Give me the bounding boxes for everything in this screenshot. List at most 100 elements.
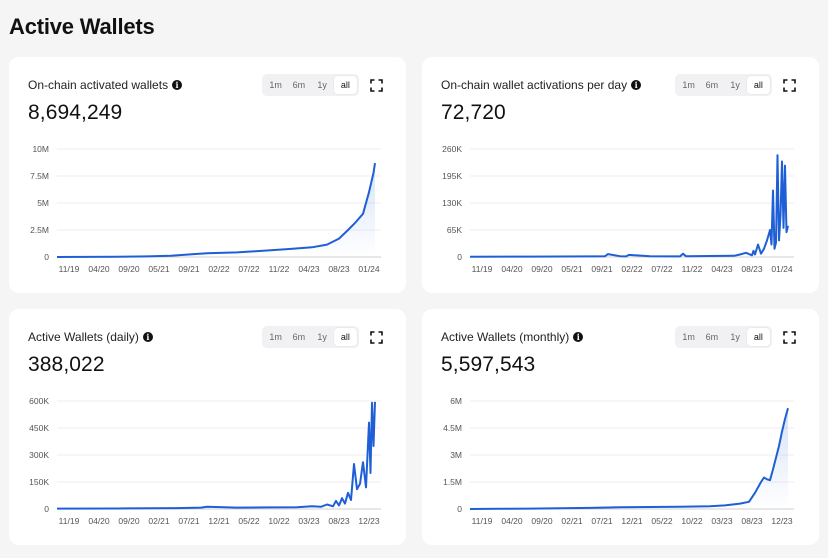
y-tick-label: 4.5M [443, 423, 462, 433]
x-tick-label: 08/23 [328, 516, 350, 526]
x-tick-label: 02/21 [561, 516, 583, 526]
x-tick-label: 04/20 [501, 516, 523, 526]
info-icon[interactable]: i [172, 80, 183, 90]
info-icon[interactable]: i [573, 332, 584, 342]
range-button-1m[interactable]: 1m [682, 332, 695, 342]
range-button-1y[interactable]: 1y [317, 80, 327, 90]
y-tick-label: 195K [442, 171, 462, 181]
x-tick-label: 09/21 [178, 264, 200, 274]
x-tick-label: 11/19 [59, 264, 80, 274]
range-button-all[interactable]: all [746, 328, 770, 346]
range-button-all[interactable]: all [746, 76, 770, 94]
metric-value: 72,720 [441, 101, 506, 124]
x-tick-label: 11/19 [472, 516, 493, 526]
series-line [56, 162, 376, 258]
x-tick-label: 11/22 [682, 264, 703, 274]
card-title-text: Active Wallets (monthly) [441, 330, 570, 344]
x-tick-label: 11/19 [59, 516, 80, 526]
y-tick-label: 5M [37, 198, 49, 208]
y-tick-label: 6M [450, 396, 462, 406]
y-tick-label: 0 [457, 252, 462, 262]
metric-value: 5,597,543 [441, 353, 536, 376]
range-button-all[interactable]: all [333, 76, 357, 94]
time-range-selector: 1m 6m 1y all [262, 74, 359, 96]
range-button-6m[interactable]: 6m [705, 80, 719, 90]
x-tick-label: 04/20 [88, 264, 110, 274]
x-tick-label: 08/23 [328, 264, 350, 274]
range-button-6m[interactable]: 6m [292, 80, 306, 90]
range-button-1m[interactable]: 1m [682, 80, 695, 90]
x-tick-label: 12/23 [771, 516, 793, 526]
x-tick-label: 11/22 [269, 264, 290, 274]
card-title: Active Wallets (monthly) i [441, 330, 584, 344]
y-tick-label: 65K [447, 225, 462, 235]
y-tick-label: 450K [29, 423, 49, 433]
x-tick-label: 02/21 [148, 516, 170, 526]
metric-value: 8,694,249 [28, 101, 123, 124]
x-tick-label: 04/20 [501, 264, 523, 274]
expand-icon[interactable] [779, 327, 799, 347]
range-button-all[interactable]: all [333, 328, 357, 346]
time-range-selector: 1m 6m 1y all [262, 326, 359, 348]
y-tick-label: 260K [442, 144, 462, 154]
card-title: Active Wallets (daily) i [28, 330, 153, 344]
range-button-1y[interactable]: 1y [730, 80, 740, 90]
x-tick-label: 05/21 [561, 264, 583, 274]
y-tick-label: 0 [44, 252, 49, 262]
info-icon[interactable]: i [142, 332, 153, 342]
card-title: On-chain activated wallets i [28, 78, 183, 92]
x-tick-label: 03/23 [298, 516, 320, 526]
series-line [469, 154, 789, 258]
range-button-1y[interactable]: 1y [730, 332, 740, 342]
x-tick-label: 01/24 [771, 264, 793, 274]
y-tick-label: 130K [442, 198, 462, 208]
x-tick-label: 12/23 [358, 516, 380, 526]
x-tick-label: 09/21 [591, 264, 613, 274]
chart-card: Active Wallets (monthly) i 1m 6m 1y all 5,597,… [422, 309, 819, 545]
x-tick-label: 04/23 [711, 264, 733, 274]
x-tick-label: 10/22 [268, 516, 290, 526]
series-line [469, 407, 789, 510]
expand-icon[interactable] [366, 327, 386, 347]
info-icon[interactable]: i [631, 80, 642, 90]
series-line [56, 401, 376, 510]
page-title: Active Wallets [9, 14, 155, 39]
time-range-selector: 1m 6m 1y all [675, 74, 772, 96]
x-tick-label: 07/22 [238, 264, 260, 274]
card-title-text: Active Wallets (daily) [28, 330, 139, 344]
range-button-6m[interactable]: 6m [292, 332, 306, 342]
y-tick-label: 600K [29, 396, 49, 406]
range-button-1m[interactable]: 1m [269, 332, 282, 342]
y-tick-label: 150K [29, 477, 49, 487]
range-button-1m[interactable]: 1m [269, 80, 282, 90]
y-tick-label: 2.5M [30, 225, 49, 235]
x-tick-label: 05/22 [651, 516, 673, 526]
range-button-6m[interactable]: 6m [705, 332, 719, 342]
y-tick-label: 1.5M [443, 477, 462, 487]
y-tick-label: 0 [44, 504, 49, 514]
x-tick-label: 07/22 [651, 264, 673, 274]
x-tick-label: 09/20 [531, 516, 553, 526]
chart-plot: 0 150K 300K 450K 600K 11/19 04/20 09/20 02/21 07/… [29, 396, 381, 526]
range-button-1y[interactable]: 1y [317, 332, 327, 342]
x-tick-label: 08/23 [741, 516, 763, 526]
time-range-selector: 1m 6m 1y all [675, 326, 772, 348]
chart-plot: 0 2.5M 5M 7.5M 10M 11/19 04/20 09/20 05/21 09/21 0… [30, 144, 381, 274]
x-tick-label: 04/20 [88, 516, 110, 526]
chart-card: Active Wallets (daily) i 1m 6m 1y all 388,022 0… [9, 309, 406, 545]
x-tick-label: 09/20 [118, 264, 140, 274]
card-title-text: On-chain activated wallets [28, 78, 169, 92]
x-tick-label: 07/21 [591, 516, 613, 526]
chart-plot: 0 65K 130K 195K 260K 11/19 04/20 09/20 05/21 09/2… [442, 144, 794, 274]
x-tick-label: 02/22 [208, 264, 230, 274]
x-tick-label: 08/23 [741, 264, 763, 274]
x-tick-label: 02/22 [621, 264, 643, 274]
x-tick-label: 10/22 [681, 516, 703, 526]
card-title-text: On-chain wallet activations per day [441, 78, 628, 92]
card-title: On-chain wallet activations per day i [441, 78, 642, 92]
expand-icon[interactable] [366, 75, 386, 95]
x-tick-label: 04/23 [298, 264, 320, 274]
x-tick-label: 12/21 [621, 516, 643, 526]
y-tick-label: 0 [457, 504, 462, 514]
expand-icon[interactable] [779, 75, 799, 95]
